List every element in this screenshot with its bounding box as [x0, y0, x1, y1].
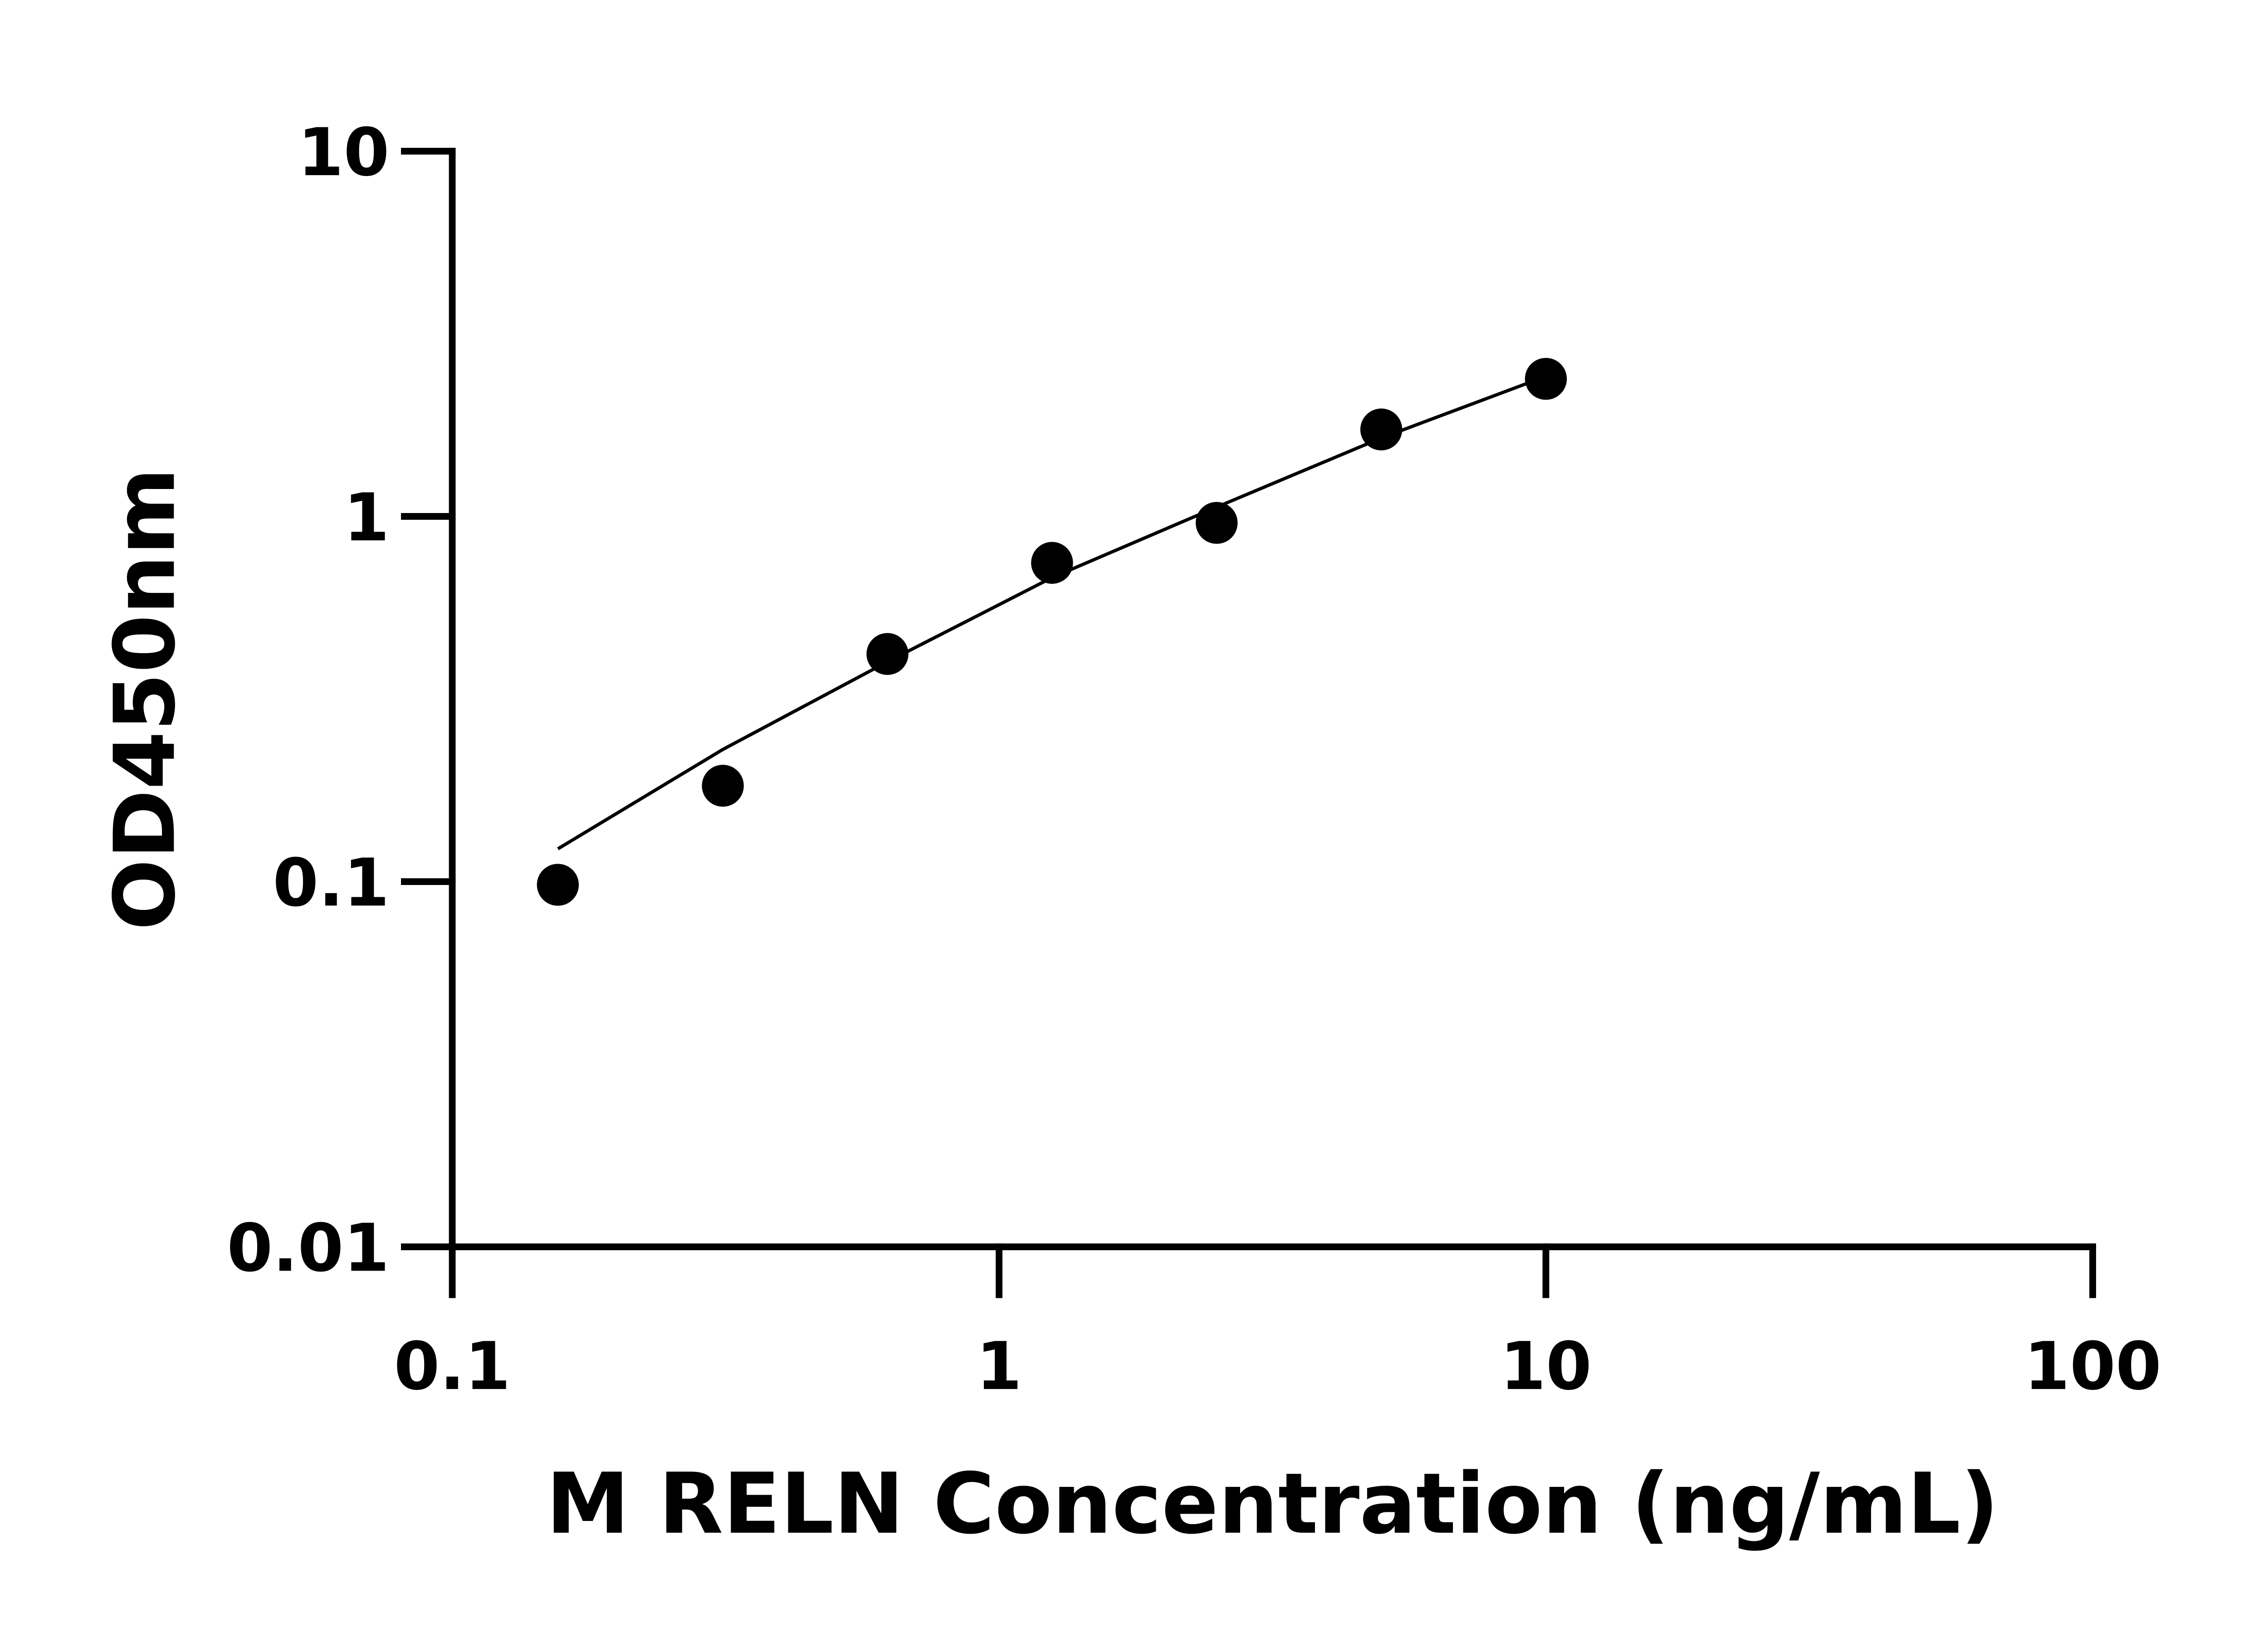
y-axis-label: OD450nm	[96, 468, 194, 930]
data-point	[866, 633, 909, 675]
y-tick-label: 10	[298, 114, 389, 191]
x-tick-label: 0.1	[394, 1328, 510, 1405]
axes	[401, 147, 2096, 1298]
x-tick-label: 10	[1500, 1328, 1592, 1405]
y-tick-label: 1	[343, 479, 389, 556]
data-point	[1360, 408, 1403, 450]
data-point	[1525, 358, 1567, 400]
data-point	[702, 765, 744, 807]
data-point	[537, 864, 579, 906]
data-point	[1196, 502, 1238, 544]
x-axis-label: M RELN Concentration (ng/mL)	[546, 1455, 1999, 1553]
x-tick-label: 100	[2024, 1328, 2161, 1405]
y-tick-label: 0.1	[273, 845, 389, 921]
y-tick-label: 0.01	[227, 1210, 389, 1286]
x-tick-label: 1	[976, 1328, 1022, 1405]
data-point	[1031, 542, 1073, 584]
data-points	[537, 358, 1567, 906]
